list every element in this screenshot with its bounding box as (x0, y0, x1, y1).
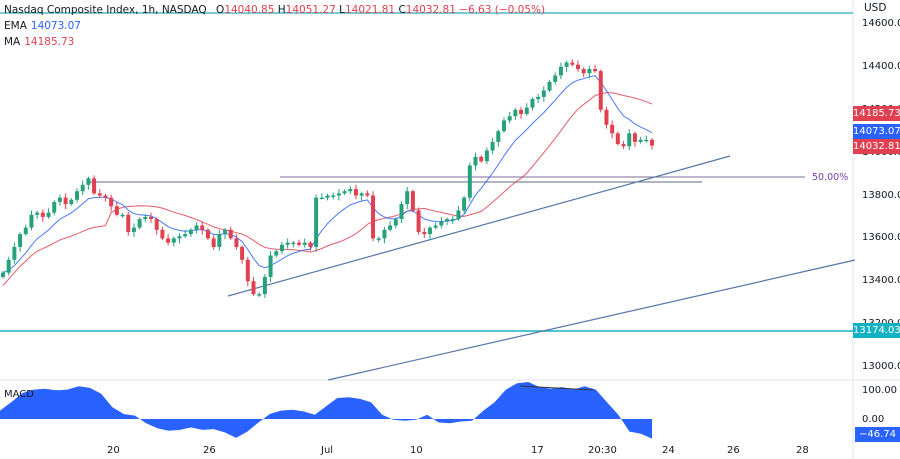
price-tick: 13600.00 (862, 232, 900, 244)
last-price-price-tag: 14032.81 (853, 139, 900, 154)
lower-trendline-2 (327, 259, 856, 381)
macd-legend[interactable]: MACD −46.74 (4, 389, 75, 400)
time-tick: 26 (727, 445, 740, 456)
ma-legend[interactable]: MA 14185.73 (4, 36, 75, 48)
time-tick: 28 (796, 445, 809, 456)
price-tick: 14600.00 (862, 18, 900, 29)
ma-price-tag: 14185.73 (853, 106, 900, 121)
price-tick: 13000.00 (862, 361, 900, 372)
symbol-title: Nasdaq Composite Index, 1h, NASDAQ (4, 4, 207, 16)
time-tick: 10 (410, 445, 423, 456)
time-tick: 24 (662, 445, 675, 456)
price-tick: 14400.00 (862, 60, 900, 72)
horizontal-level-price-tag: 13174.03 (853, 322, 900, 338)
ema-price-tag: 14073.07 (853, 124, 900, 139)
ohlc-values: O14040.85 H14051.27 L14021.81 C14032.81 … (216, 4, 546, 16)
fib-level-label: 50.00% (812, 172, 849, 183)
ma-line (2, 92, 653, 286)
ema-legend[interactable]: EMA 14073.07 (4, 20, 81, 32)
time-tick: 17 (531, 445, 544, 456)
ma-value: 14185.73 (24, 36, 75, 48)
trendlines[interactable] (227, 155, 856, 381)
macd-tick: 0.00 (862, 414, 885, 425)
price-tick: 13800.00 (862, 189, 900, 201)
candlestick-series (1, 59, 654, 298)
change-value: −6.63 (−0.05%) (459, 4, 546, 16)
macd-value: −46.74 (37, 389, 75, 400)
horizontal-levels[interactable] (0, 12, 853, 332)
macd-divergence-line (519, 385, 594, 391)
high-value: 14051.27 (285, 4, 336, 16)
chart-legend: Nasdaq Composite Index, 1h, NASDAQ O1404… (4, 2, 545, 50)
time-tick: Jul (321, 445, 334, 456)
time-tick: 20:30 (588, 445, 617, 456)
macd-tick: 100.00 (862, 385, 897, 396)
macd-value-tag: −46.74 (855, 427, 900, 442)
ema-line (2, 75, 653, 274)
ema-value: 14073.07 (30, 20, 81, 32)
low-value: 14021.81 (344, 4, 396, 16)
macd-area (0, 382, 652, 439)
symbol-row: Nasdaq Composite Index, 1h, NASDAQ O1404… (4, 2, 545, 18)
macd-histogram-area (0, 382, 652, 439)
open-value: 14040.85 (224, 4, 275, 16)
moving-average-lines (2, 75, 653, 286)
currency-label[interactable]: USD (864, 2, 887, 14)
time-tick: 26 (203, 445, 216, 456)
lower-trendline-1 (227, 155, 731, 297)
time-tick: 20 (107, 445, 120, 456)
close-value: 14032.81 (405, 4, 456, 16)
price-tick: 13400.00 (862, 275, 900, 287)
